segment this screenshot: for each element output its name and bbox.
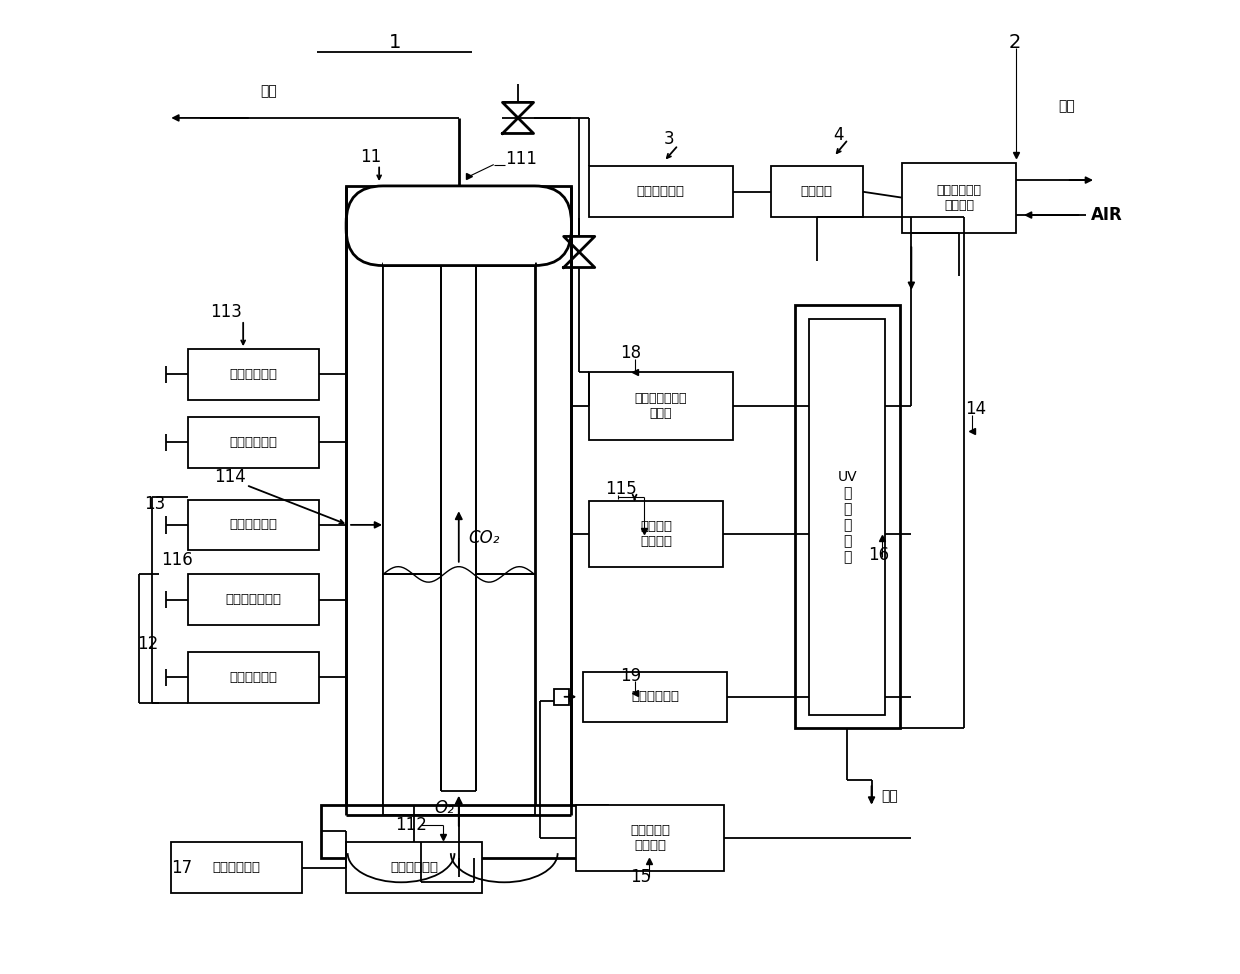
Text: 113: 113 [210,303,242,321]
Text: 挥发性有机物提
供模块: 挥发性有机物提 供模块 [635,393,687,421]
Text: CO₂: CO₂ [469,529,500,546]
Bar [346,843,482,893]
Bar [187,349,319,399]
Bar [383,266,534,575]
Text: 116: 116 [161,551,193,569]
Bar [577,805,724,871]
Bar [589,372,733,440]
Text: 19: 19 [620,667,641,686]
Text: 2: 2 [1008,33,1021,52]
Text: 底部排液模块: 底部排液模块 [391,861,438,875]
FancyBboxPatch shape [348,186,568,263]
Bar [554,689,569,704]
Bar [441,266,476,791]
Text: 非分布式红外
线分析仪: 非分布式红外 线分析仪 [936,183,981,211]
Text: 4: 4 [833,127,844,144]
Text: 114: 114 [215,468,246,486]
Bar [321,805,608,858]
Bar [346,186,383,815]
Text: 115: 115 [605,480,637,498]
Text: 16: 16 [868,546,889,564]
Bar [901,163,1017,233]
Bar [534,186,572,815]
Text: 15: 15 [630,869,651,886]
Bar [383,186,534,815]
Text: 过量排液模块: 过量排液模块 [229,368,278,381]
Text: 药剂提供模块: 药剂提供模块 [229,518,278,532]
Text: 纯水提供模块: 纯水提供模块 [631,691,680,703]
Bar [346,181,572,266]
Text: 111: 111 [506,150,537,168]
Bar [810,318,885,715]
Bar [795,306,900,728]
Bar [589,167,733,217]
Text: 排气: 排气 [260,85,277,98]
Bar [187,653,319,702]
Bar [187,417,319,468]
Text: 3: 3 [663,131,675,148]
Text: 溶液定量
储存模块: 溶液定量 储存模块 [640,519,672,547]
Text: 定量排液模块: 定量排液模块 [229,435,278,449]
Text: 112: 112 [394,816,427,834]
Text: 18: 18 [620,344,641,362]
Text: 排气: 排气 [882,789,898,803]
Bar [383,266,534,575]
Bar [346,186,383,815]
Bar [346,186,572,815]
Text: O₂: O₂ [434,799,454,816]
Bar [534,186,572,815]
Text: 12: 12 [138,635,159,654]
Bar [589,501,723,567]
Bar [383,575,534,815]
Bar [583,671,727,722]
Text: UV
光
提
供
模
块: UV 光 提 供 模 块 [837,469,857,565]
Text: 水样导入模块: 水样导入模块 [229,671,278,684]
Text: 1: 1 [388,33,401,52]
Text: 排气: 排气 [1059,99,1075,113]
Bar [383,575,534,815]
Text: AIR: AIR [1091,206,1122,224]
Text: 待氧化溶液
提供模块: 待氧化溶液 提供模块 [630,824,670,851]
Text: 标准液导入模块: 标准液导入模块 [226,593,281,606]
Text: 11: 11 [360,148,381,166]
Bar [171,843,303,893]
Text: 冷却模块: 冷却模块 [801,185,833,199]
Text: 14: 14 [965,400,986,418]
Text: 氧气提供模块: 氧气提供模块 [213,861,260,875]
Text: 气液分离模块: 气液分离模块 [637,185,684,199]
Text: 13: 13 [144,496,165,513]
Text: 17: 17 [171,859,192,877]
Bar [187,500,319,550]
Bar [187,575,319,625]
Bar [770,167,863,217]
